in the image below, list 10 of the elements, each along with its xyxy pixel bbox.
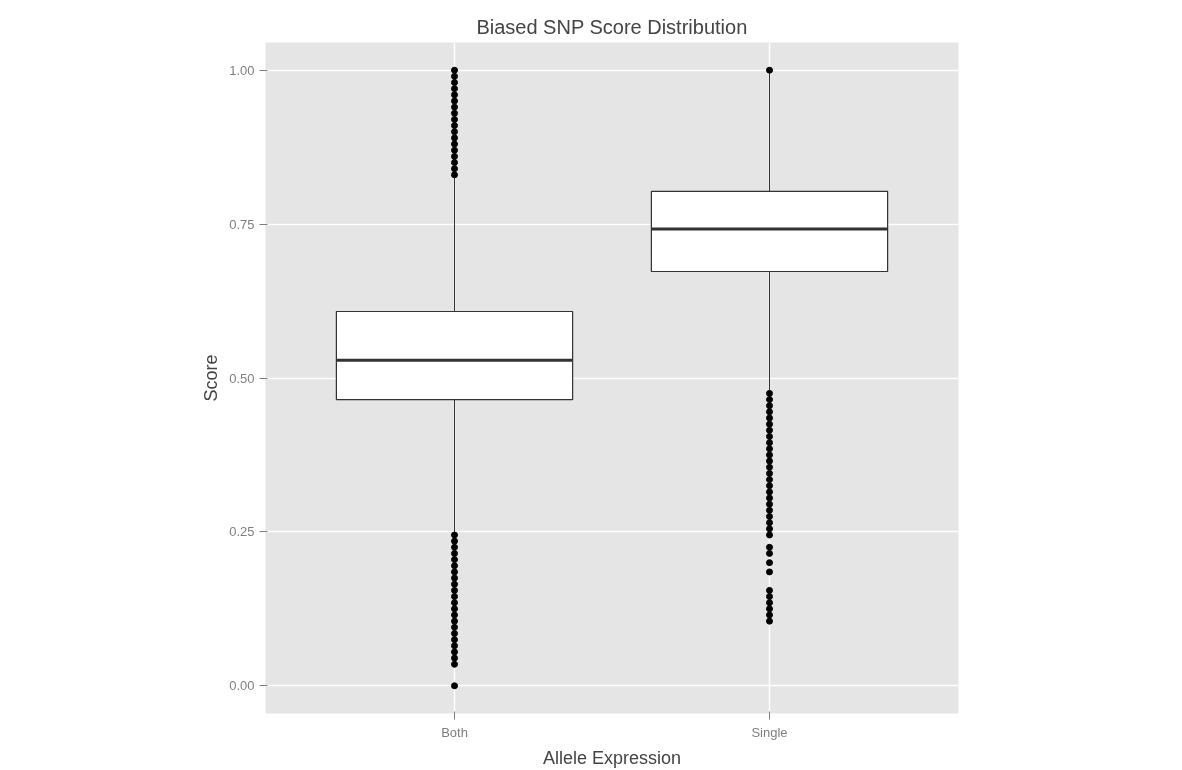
y-tick-label: 0.25	[229, 524, 255, 540]
y-tick-label: 1.00	[229, 62, 255, 78]
y-axis-title: Score	[201, 354, 222, 402]
y-tick-label: 0.75	[229, 216, 255, 232]
y-tick-label: 0.50	[229, 370, 255, 386]
x-tick-label: Both	[441, 724, 468, 740]
x-axis-title: Allele Expression	[542, 747, 682, 768]
x-tick-label: Single	[751, 724, 788, 740]
chart-title: Biased SNP Score Distribution	[476, 15, 748, 38]
y-tick-label: 0.00	[229, 678, 255, 694]
